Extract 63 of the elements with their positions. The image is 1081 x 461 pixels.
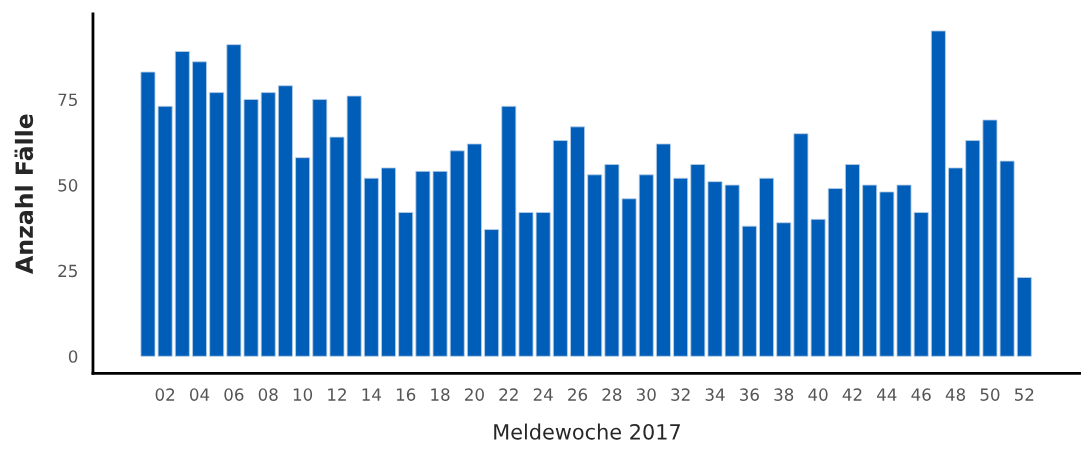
bar (398, 212, 414, 357)
x-tick-label: 42 (842, 388, 862, 401)
bar (655, 143, 671, 357)
x-tick-label: 38 (774, 388, 794, 401)
x-tick-label: 48 (945, 388, 966, 401)
bar (862, 184, 878, 357)
bar (449, 150, 465, 357)
bar (192, 61, 207, 357)
x-tick-label: 46 (911, 388, 931, 401)
bar (759, 177, 775, 357)
x-tick-label: 26 (568, 388, 588, 401)
x-tick-label: 32 (671, 388, 690, 401)
bar (484, 229, 500, 357)
y-tick-label: 50 (58, 179, 78, 192)
bar (845, 164, 860, 357)
x-tick-label: 20 (465, 388, 484, 401)
bar (913, 212, 929, 357)
bar (501, 105, 517, 357)
bar (295, 157, 311, 357)
y-axis-title: Anzahl Fälle (14, 114, 34, 274)
x-tick-label: 34 (705, 388, 725, 401)
y-tick-label: 25 (58, 264, 77, 278)
x-tick-label: 52 (1014, 388, 1034, 401)
bar (638, 174, 654, 357)
bar (827, 188, 843, 357)
bar (570, 126, 585, 357)
bar (277, 85, 293, 357)
x-tick-label: 30 (636, 388, 656, 401)
x-tick-label: 18 (431, 388, 450, 401)
x-tick-label: 14 (362, 388, 381, 401)
x-tick-label: 50 (980, 388, 1000, 401)
bar (948, 167, 964, 357)
bar (312, 99, 328, 357)
bar (174, 51, 190, 357)
bar (381, 167, 396, 357)
x-tick-label: 28 (602, 388, 622, 401)
x-tick-label: 44 (877, 388, 897, 401)
x-tick-label: 02 (155, 388, 175, 401)
bar (552, 140, 568, 357)
x-tick-label: 16 (396, 388, 416, 401)
bar (209, 92, 225, 357)
x-tick-label: 40 (808, 388, 828, 401)
bar (673, 177, 689, 357)
x-tick-label: 24 (533, 388, 553, 401)
bar (260, 92, 276, 357)
bar (741, 225, 757, 357)
x-tick-label: 22 (499, 388, 518, 401)
bar (776, 222, 792, 357)
x-axis-title: Meldewoche 2017 (494, 423, 680, 440)
x-tick-label: 12 (328, 388, 346, 401)
bar (930, 30, 946, 357)
x-tick-label: 04 (190, 388, 210, 401)
bar (466, 143, 482, 357)
bar (587, 174, 603, 357)
y-tick-label: 75 (58, 93, 77, 107)
x-tick-label: 06 (224, 388, 244, 401)
bar (965, 140, 981, 357)
x-tick-label: 10 (293, 388, 313, 401)
bar (363, 177, 379, 357)
x-tick-label: 36 (740, 388, 759, 401)
bar (1016, 277, 1032, 357)
y-tick-label: 0 (68, 350, 78, 363)
x-tick-label: 08 (258, 388, 278, 401)
